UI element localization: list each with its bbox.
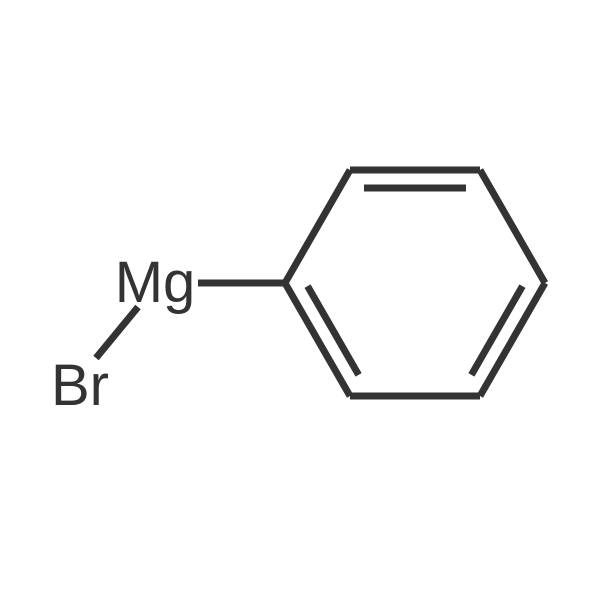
labels-group: MgBr <box>51 250 195 418</box>
bond-C1-C2 <box>285 170 350 283</box>
br-label: Br <box>51 353 109 418</box>
mg-label: Mg <box>115 250 196 315</box>
bond-C3-C4 <box>480 170 545 283</box>
molecule-diagram: MgBr <box>0 0 600 600</box>
